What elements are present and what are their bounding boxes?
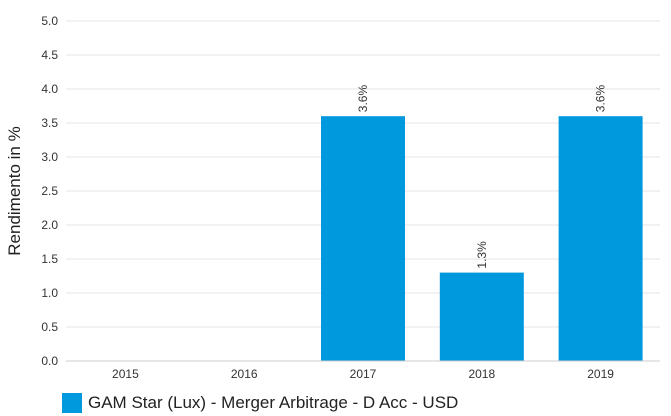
x-tick-label: 2015: [112, 367, 139, 381]
y-tick-label: 1.0: [41, 286, 58, 300]
legend[interactable]: GAM Star (Lux) - Merger Arbitrage - D Ac…: [62, 392, 458, 414]
legend-swatch: [62, 393, 82, 413]
y-axis-ticks: 0.0 0.5 1.0 1.5 2.0 2.5 3.0 3.5 4.0 4.5 5.0: [41, 14, 58, 368]
x-tick-label: 2016: [231, 367, 258, 381]
bar-chart: 0.0 0.5 1.0 1.5 2.0 2.5 3.0 3.5 4.0 4.5 5.0 3.6% 1.…: [5, 14, 660, 381]
y-tick-label: 1.5: [41, 252, 58, 266]
data-labels: 3.6% 1.3% 3.6%: [356, 85, 608, 269]
y-tick-label: 0.0: [41, 354, 58, 368]
bar: [558, 116, 643, 361]
x-tick-label: 2019: [587, 367, 614, 381]
data-label: 1.3%: [475, 241, 489, 269]
x-tick-label: 2018: [468, 367, 495, 381]
bar: [321, 116, 405, 361]
y-tick-label: 2.0: [41, 218, 58, 232]
bars: [321, 116, 643, 361]
x-axis-ticks: 2015 2016 2017 2018 2019: [112, 367, 614, 381]
y-tick-label: 3.5: [41, 116, 58, 130]
y-tick-label: 3.0: [41, 150, 58, 164]
data-label: 3.6%: [594, 85, 608, 113]
data-label: 3.6%: [356, 85, 370, 113]
x-tick-label: 2017: [350, 367, 377, 381]
y-tick-label: 0.5: [41, 320, 58, 334]
y-tick-label: 2.5: [41, 184, 58, 198]
y-tick-label: 4.5: [41, 48, 58, 62]
legend-label: GAM Star (Lux) - Merger Arbitrage - D Ac…: [88, 393, 459, 412]
y-tick-label: 4.0: [41, 82, 58, 96]
y-axis-title: Rendimento in %: [5, 126, 24, 255]
bar: [439, 272, 524, 361]
y-tick-label: 5.0: [41, 14, 58, 28]
